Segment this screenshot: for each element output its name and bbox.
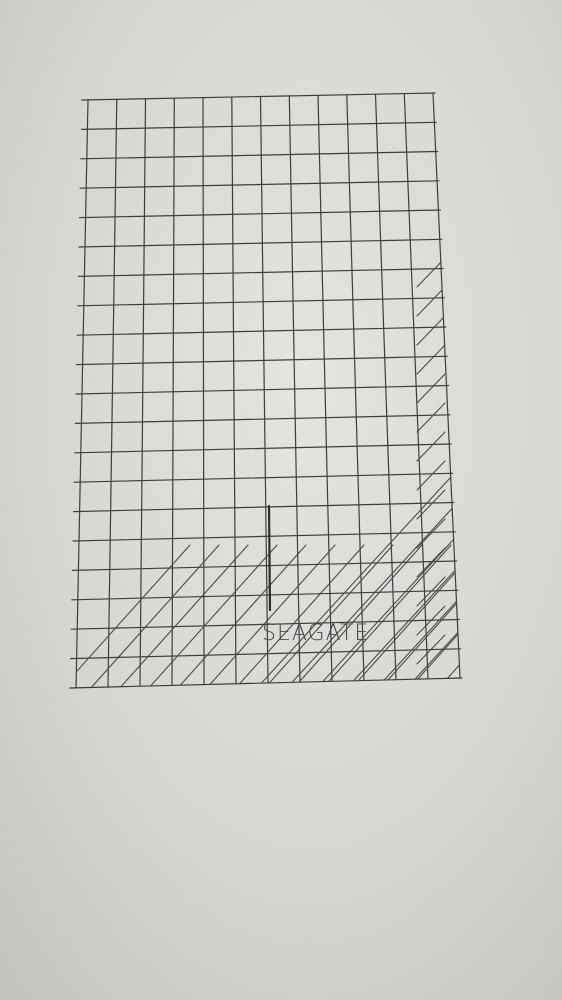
hatch-line <box>436 544 460 688</box>
grid-horizontal-line <box>76 326 447 336</box>
vertical-marker-line <box>267 504 272 612</box>
grid-horizontal-line <box>74 443 452 454</box>
grid-horizontal-line <box>80 150 439 160</box>
hatch-line <box>291 544 423 688</box>
hatch-line <box>407 544 460 688</box>
hatch-line <box>204 544 336 688</box>
grid-horizontal-line <box>69 677 463 689</box>
grid-horizontal-line <box>71 560 458 572</box>
hatch-line <box>320 544 452 688</box>
grid-horizontal-line <box>70 618 460 630</box>
hatch-line <box>416 547 446 578</box>
hatch-line <box>416 634 446 665</box>
hatch-line <box>416 286 446 317</box>
grid-horizontal-line <box>72 501 455 513</box>
hatch-line <box>378 544 460 688</box>
hatch-line <box>416 373 446 404</box>
hatch-line <box>416 315 446 346</box>
hatch-line <box>88 544 220 688</box>
grid-horizontal-line <box>78 238 443 248</box>
grid-horizontal-line <box>75 384 450 395</box>
hatch-line <box>233 544 365 688</box>
hatch-line <box>416 257 446 288</box>
hatch-line <box>284 439 460 688</box>
grid <box>69 92 463 689</box>
grid-horizontal-line <box>77 297 445 307</box>
hatch-line <box>416 431 446 462</box>
hatch-line <box>416 518 446 549</box>
grid-horizontal-line <box>77 267 444 277</box>
grid-horizontal-line <box>75 355 448 366</box>
seagate-label: SEAGATE <box>262 621 369 646</box>
grid-horizontal-line <box>71 589 459 601</box>
grid-horizontal-line <box>69 648 462 660</box>
hatch-line <box>146 544 278 688</box>
grid-horizontal-line <box>80 121 437 130</box>
grid-horizontal-line <box>79 180 440 189</box>
hatch-line <box>344 439 460 688</box>
grid-horizontal-line <box>73 472 454 483</box>
hatch-line <box>416 402 446 433</box>
grid-horizontal-line <box>72 531 456 542</box>
grid-horizontal-line <box>74 414 451 424</box>
hatch-line <box>262 544 394 688</box>
hatch-line <box>416 460 446 491</box>
hatch-line <box>254 439 460 688</box>
hatch-line <box>374 439 460 688</box>
hatch-line <box>314 439 460 688</box>
hatch-line <box>416 605 446 636</box>
hatch-line <box>117 544 249 688</box>
hatch-line <box>76 544 191 688</box>
hatch-line <box>416 576 446 607</box>
hatch-line <box>416 489 446 520</box>
hatch-line <box>175 544 307 688</box>
hatch-line <box>416 344 446 375</box>
grid-horizontal-line <box>78 209 441 219</box>
grid-horizontal-line <box>81 92 436 101</box>
hatch-line <box>404 439 460 688</box>
